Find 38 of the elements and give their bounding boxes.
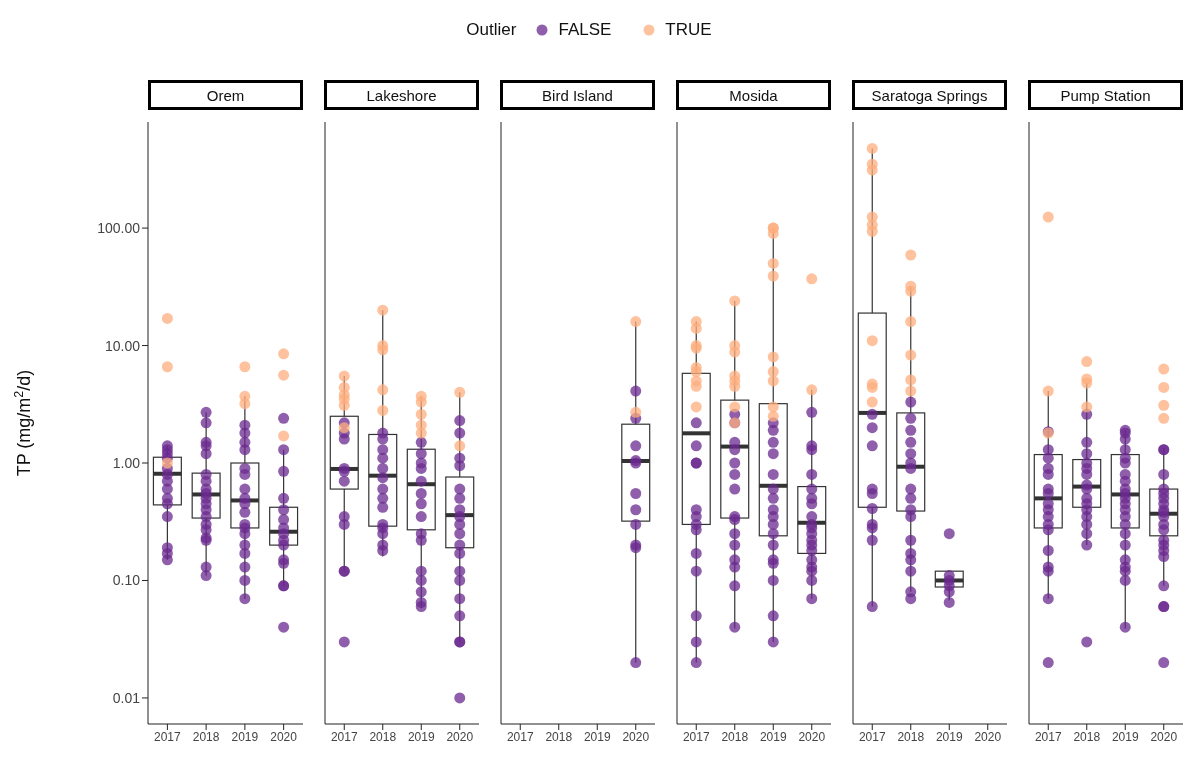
x-tick-label: 2020 (1150, 729, 1178, 744)
legend-title: Outlier (466, 20, 517, 40)
chart-title: Orem (148, 80, 303, 110)
x-tick-label: 2020 (622, 729, 650, 744)
chart-title: Lakeshore (324, 80, 479, 110)
x-tick-label: 2019 (759, 729, 787, 744)
x-tick-label: 2020 (270, 729, 298, 744)
y-tick-label: 100.00 (97, 220, 141, 237)
x-tick-label: 2020 (974, 729, 1002, 744)
x-tick-label: 2017 (330, 729, 358, 744)
chart-title: Pump Station (1028, 80, 1183, 110)
y-tick-label: 0.10 (112, 572, 141, 589)
chart-title: Saratoga Springs (852, 80, 1007, 110)
x-tick-label: 2017 (506, 729, 534, 744)
x-tick-label: 2019 (1111, 729, 1139, 744)
x-tick-label: 2018 (369, 729, 397, 744)
x-tick-label: 2017 (858, 729, 886, 744)
legend-label: TRUE (665, 20, 712, 40)
legend-label: FALSE (558, 20, 612, 40)
x-tick-label: 2019 (231, 729, 259, 744)
x-tick-label: 2018 (897, 729, 925, 744)
x-tick-label: 2019 (935, 729, 963, 744)
x-tick-label: 2018 (545, 729, 573, 744)
x-tick-label: 2020 (446, 729, 474, 744)
y-tick-label: 10.00 (104, 337, 141, 354)
x-tick-label: 2018 (721, 729, 749, 744)
chart-title: Bird Island (500, 80, 655, 110)
y-tick-label: 0.01 (112, 689, 141, 706)
chart-title: Mosida (676, 80, 831, 110)
y-tick-label: 1.00 (112, 454, 141, 471)
x-tick-label: 2017 (154, 729, 182, 744)
x-tick-label: 2017 (682, 729, 710, 744)
x-tick-label: 2017 (1034, 729, 1062, 744)
x-tick-label: 2019 (583, 729, 611, 744)
x-tick-label: 2018 (192, 729, 220, 744)
x-tick-label: 2019 (407, 729, 435, 744)
x-tick-label: 2020 (798, 729, 826, 744)
x-tick-label: 2018 (1073, 729, 1101, 744)
